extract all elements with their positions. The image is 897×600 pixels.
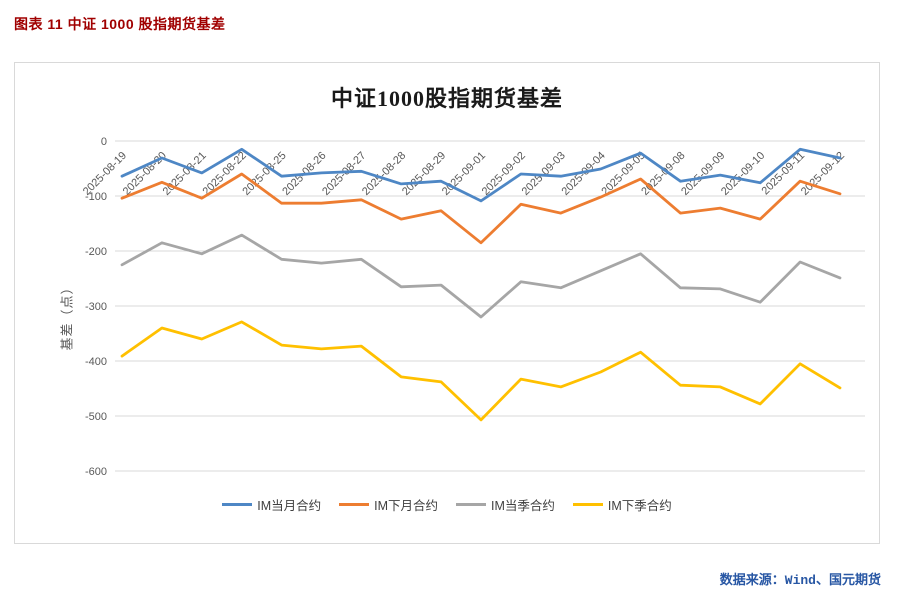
- y-tick-label: -200: [85, 246, 107, 258]
- y-axis-title: 基差（点）: [59, 280, 75, 351]
- chart-container: 0 -100 -200 -300 -400 -500 -600 2025-08-19 2025-…: [14, 62, 880, 544]
- series-line-2: [120, 233, 842, 319]
- legend-swatch: [456, 503, 486, 506]
- legend-item-1: IM下月合约: [339, 495, 438, 514]
- chart-title: 中证1000股指期货基差: [330, 86, 563, 111]
- y-tick-label: -400: [85, 356, 107, 368]
- y-tick-label: -500: [85, 411, 107, 423]
- series-line-1: [120, 172, 842, 245]
- data-source: 数据来源：Wind、国元期货: [719, 573, 881, 588]
- legend-label: IM下月合约: [374, 499, 438, 513]
- y-tick-label: -300: [85, 301, 107, 313]
- legend-item-0: IM当月合约: [222, 495, 321, 514]
- y-tick-label: -100: [85, 191, 107, 203]
- legend-label: IM当月合约: [257, 499, 322, 513]
- legend-label: IM当季合约: [491, 499, 555, 513]
- y-tick-label: 0: [101, 136, 107, 148]
- y-tick-label: -600: [85, 466, 107, 478]
- legend: IM当月合约 IM下月合约 IM当季合约 IM下季合约: [15, 495, 879, 514]
- series-line-3: [120, 320, 842, 422]
- legend-swatch: [339, 503, 370, 506]
- legend-item-3: IM下季合约: [572, 495, 672, 514]
- series-line-0: [120, 147, 842, 203]
- plot-area: 0-100-200-300-400-500-6002025-08-192025-…: [81, 136, 865, 478]
- legend-swatch: [572, 503, 603, 506]
- legend-label: IM下季合约: [607, 499, 672, 513]
- legend-swatch: [222, 503, 253, 506]
- legend-item-2: IM当季合约: [456, 495, 555, 514]
- figure-caption: 图表 11 中证 1000 股指期货基差: [14, 16, 226, 32]
